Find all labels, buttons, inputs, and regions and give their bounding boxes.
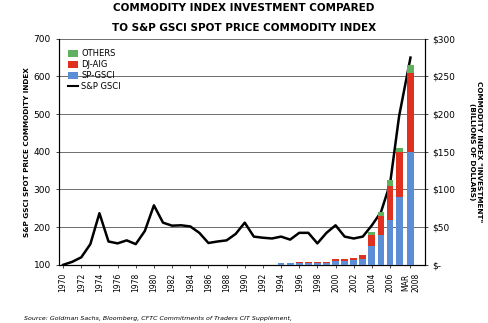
Bar <box>296 263 303 265</box>
Text: TO S&P GSCI SPOT PRICE COMMODITY INDEX: TO S&P GSCI SPOT PRICE COMMODITY INDEX <box>112 23 376 33</box>
Bar <box>359 255 366 259</box>
Bar <box>368 235 375 246</box>
Bar <box>314 262 321 263</box>
Bar <box>386 220 393 265</box>
Bar <box>368 246 375 265</box>
Bar <box>386 180 393 186</box>
Y-axis label: COMMODITY INDEX "INVESTMENT"
(BILLIONS OF DOLLARS): COMMODITY INDEX "INVESTMENT" (BILLIONS O… <box>469 81 482 223</box>
Bar <box>305 263 312 265</box>
Bar <box>378 212 385 216</box>
Bar <box>341 261 348 265</box>
Bar <box>396 148 403 152</box>
Text: Source: Goldman Sachs, Bloomberg, CFTC Commitments of Traders CIT Supplement,: Source: Goldman Sachs, Bloomberg, CFTC C… <box>24 317 292 321</box>
Bar <box>407 73 414 152</box>
Bar <box>407 152 414 265</box>
Legend: OTHERS, DJ-AIG, SP-GSCI, S&P GSCI: OTHERS, DJ-AIG, SP-GSCI, S&P GSCI <box>66 47 122 93</box>
Bar <box>278 263 285 265</box>
Bar <box>359 259 366 265</box>
Bar <box>296 262 303 263</box>
Bar <box>314 263 321 265</box>
Bar <box>350 260 357 265</box>
Bar <box>386 186 393 220</box>
Bar <box>396 197 403 265</box>
Bar <box>396 152 403 197</box>
Bar <box>323 263 330 265</box>
Bar <box>407 65 414 73</box>
Text: COMMODITY INDEX INVESTMENT COMPARED: COMMODITY INDEX INVESTMENT COMPARED <box>113 3 375 13</box>
Bar <box>378 235 385 265</box>
Bar <box>368 233 375 235</box>
Y-axis label: S&P GSCI SPOT PRICE COMMODITY INDEX: S&P GSCI SPOT PRICE COMMODITY INDEX <box>23 67 29 237</box>
Bar <box>341 259 348 261</box>
Bar <box>287 263 294 265</box>
Bar <box>305 262 312 263</box>
Bar <box>323 262 330 263</box>
Bar <box>378 216 385 235</box>
Bar <box>350 258 357 260</box>
Bar <box>332 261 339 265</box>
Bar <box>332 259 339 261</box>
